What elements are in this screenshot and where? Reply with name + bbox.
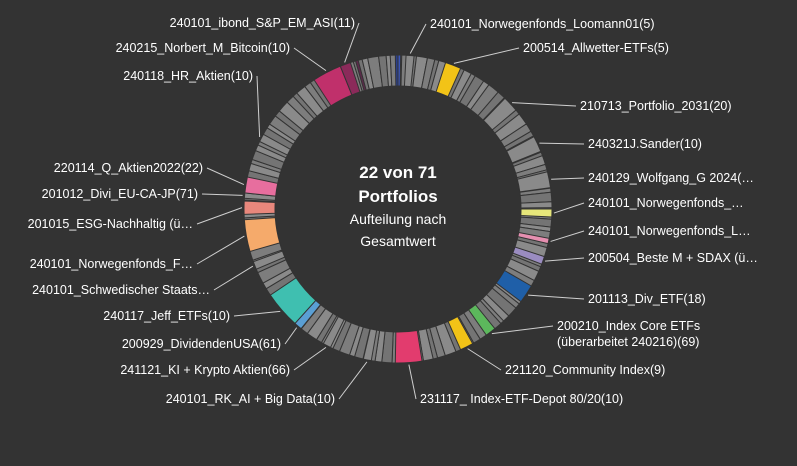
slice-label: 240101_Schwedischer Staats… [32,283,210,297]
slice-label: 240101_Norwegenfonds_L… [588,224,751,238]
donut-slice [269,277,317,325]
leader-line [545,257,585,262]
donut-slice [482,97,517,131]
slice-label: 201015_ESG-Nachhaltig (ü… [28,217,193,231]
leader-line [284,327,298,345]
slice-labels: 240101_Norwegenfonds_Loomann01(5) 200514_… [28,16,758,406]
leader-line [293,346,327,371]
leader-lines [196,22,585,400]
slice-label: 231117_ Index-ETF-Depot 80/20(10) [420,392,623,406]
donut-slice [362,328,378,362]
leader-line [233,310,281,317]
donut-slice [397,54,402,87]
slice-label: 200504_Beste M + SDAX (ü… [588,251,758,265]
leader-line [338,361,368,400]
slice-label: 240129_Wolfgang_G 2024(… [588,171,754,185]
donut-slice [517,231,550,245]
leader-line [528,294,585,300]
leader-line [201,193,243,196]
leader-line [206,167,245,186]
donut-slice [252,250,286,270]
center-subtitle-line1: Aufteilung nach [350,211,447,227]
center-title-line2: Portfolios [358,187,437,206]
slice-label: 240101_Norwegenfonds_F… [30,257,193,271]
center-subtitle-line2: Gesamtwert [360,233,436,249]
leader-line [344,22,360,63]
donut-slice [512,246,546,265]
donut-slice [243,217,281,253]
leader-line [293,47,327,72]
slice-label: 240101_Norwegenfonds_Loomann01(5) [430,17,654,31]
leader-line [409,23,427,54]
slice-label: 240117_Jeff_ETFs(10) [103,309,230,323]
donut-slice [243,200,276,215]
leader-line [408,364,417,400]
donut-ring [243,54,553,364]
slice-label: 240321J.Sander(10) [588,137,702,151]
donut-slice [403,54,415,88]
slice-label: 220114_Q_Aktien2022(22) [54,161,203,175]
slice-label: 240215_Norbert_M_Bitcoin(10) [116,41,290,55]
leader-line [256,75,261,137]
donut-slice [322,315,345,349]
donut-slice [495,269,533,303]
donut-slice [339,61,361,96]
donut-slice [258,133,292,156]
leader-line [196,207,243,225]
slice-label: 200210_Index Core ETFs [557,319,700,333]
slice-label: 240118_HR_Aktien(10) [123,69,253,83]
slice-label: 240101_RK_AI + Big Data(10) [166,392,335,406]
leader-line [551,177,585,180]
slice-label: (überarbeitet 240216)(69) [557,335,699,349]
leader-line [491,325,554,335]
donut-slice [244,176,279,197]
leader-line [196,235,245,265]
leader-line [467,348,502,371]
slice-label: 200514_Allwetter-ETFs(5) [523,41,669,55]
donut-slice [520,208,553,218]
leader-line [553,202,585,214]
donut-slice [516,171,552,193]
slice-label: 201012_Divi_EU-CA-JP(71) [42,187,198,201]
leader-line [512,102,577,107]
slice-label: 210713_Portfolio_2031(20) [580,99,732,113]
slice-label: 240101_ibond_S&P_EM_ASI(11) [170,16,355,30]
center-title: 22 von 71 [359,163,437,182]
leader-line [453,47,520,64]
donut-slice [505,136,542,164]
slice-label: 221120_Community Index(9) [505,363,665,377]
donut-slice [435,61,462,98]
leader-line [550,230,585,242]
donut-slice [520,201,553,209]
donut-slice [354,59,367,92]
slice-label: 200929_DividendenUSA(61) [122,337,281,351]
donut-slice [447,315,474,351]
slice-label: 241121_KI + Krypto Aktien(66) [120,363,290,377]
leader-line [213,265,254,291]
leader-line [539,142,585,145]
slice-label: 201113_Div_ETF(18) [588,292,706,306]
slice-label: 240101_Norwegenfonds_… [588,196,744,210]
donut-slice [467,303,496,336]
donut-slice [394,329,423,364]
